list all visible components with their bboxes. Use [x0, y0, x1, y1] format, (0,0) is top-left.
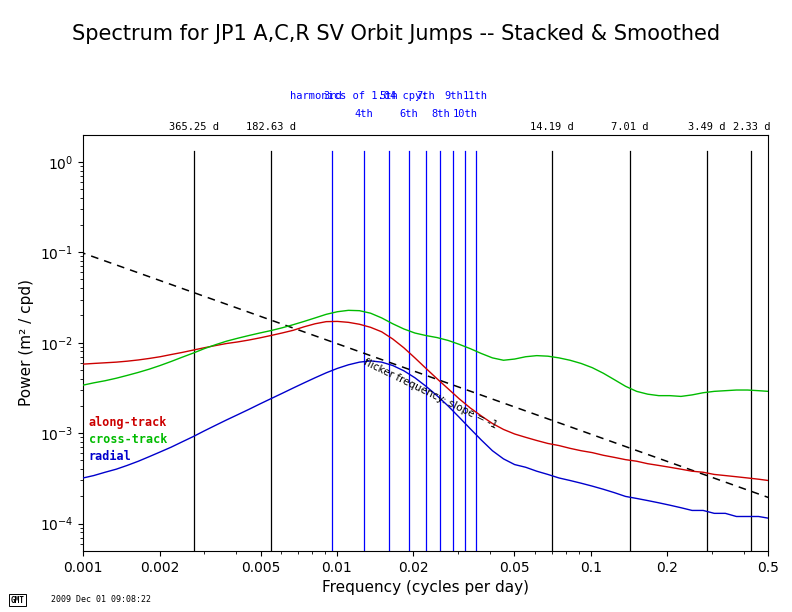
Text: 8th: 8th	[431, 110, 450, 119]
Text: 10th: 10th	[452, 110, 478, 119]
Y-axis label: Power (m² / cpd): Power (m² / cpd)	[19, 279, 34, 406]
Text: 11th: 11th	[463, 91, 488, 101]
Text: 365.25 d: 365.25 d	[169, 122, 219, 132]
Text: 182.63 d: 182.63 d	[246, 122, 295, 132]
Text: cross-track: cross-track	[89, 433, 167, 446]
Text: harmonics of 1.04 cpy:: harmonics of 1.04 cpy:	[290, 91, 427, 101]
Text: 5th: 5th	[379, 91, 398, 101]
Text: 3rd: 3rd	[323, 91, 341, 101]
Text: along-track: along-track	[89, 416, 167, 430]
Text: Spectrum for JP1 A,C,R SV Orbit Jumps -- Stacked & Smoothed: Spectrum for JP1 A,C,R SV Orbit Jumps --…	[72, 24, 720, 45]
Text: 14.19 d: 14.19 d	[531, 122, 574, 132]
Text: 7.01 d: 7.01 d	[611, 122, 649, 132]
Text: 4th: 4th	[355, 110, 374, 119]
Text: 6th: 6th	[399, 110, 418, 119]
Text: 7th: 7th	[417, 91, 435, 101]
Text: 2009 Dec 01 09:08:22: 2009 Dec 01 09:08:22	[51, 595, 151, 604]
Text: radial: radial	[89, 450, 131, 463]
X-axis label: Frequency (cycles per day): Frequency (cycles per day)	[322, 580, 529, 595]
Text: 9th: 9th	[444, 91, 463, 101]
Text: 3.49 d: 3.49 d	[688, 122, 725, 132]
Text: 2.33 d: 2.33 d	[733, 122, 770, 132]
Text: GMT: GMT	[10, 596, 25, 605]
Text: flicker frequency: slope = -1: flicker frequency: slope = -1	[362, 357, 498, 431]
